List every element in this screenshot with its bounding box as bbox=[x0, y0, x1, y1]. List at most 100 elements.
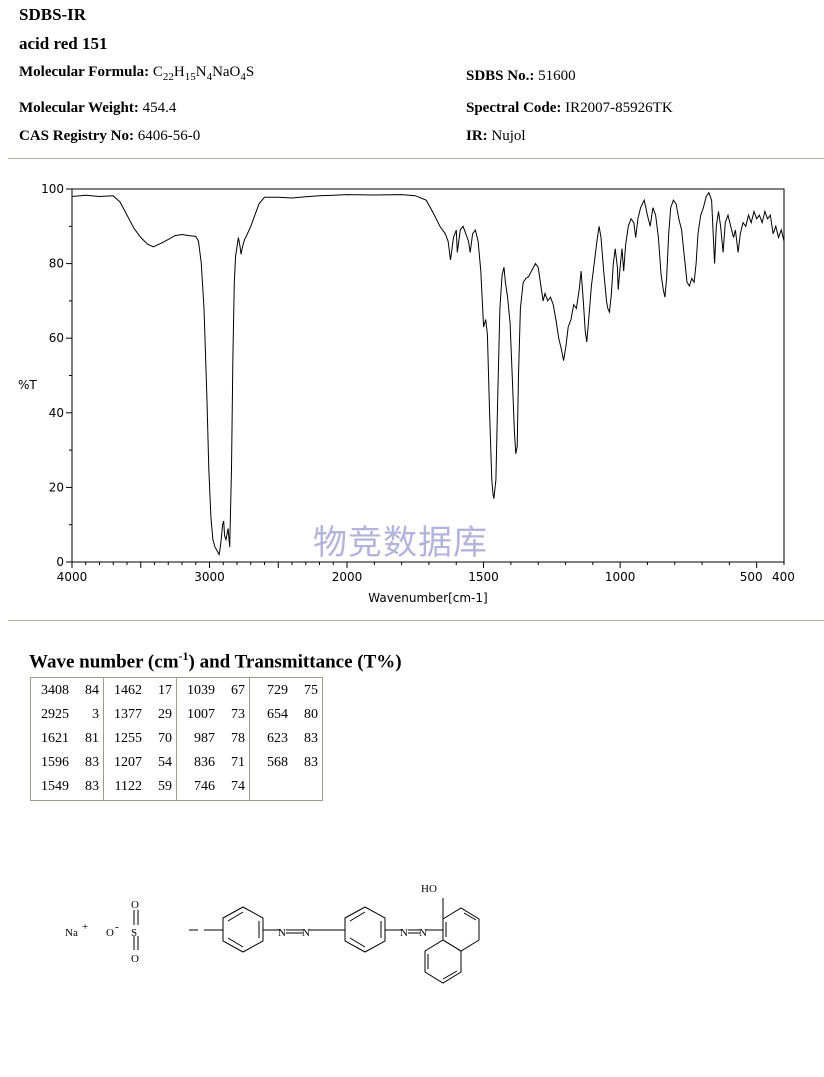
x-tick-label: 1000 bbox=[605, 570, 636, 584]
sodium-cation: Na bbox=[65, 927, 78, 939]
peak-transmittance: 83 bbox=[304, 731, 318, 746]
peak-transmittance: 67 bbox=[231, 683, 245, 698]
peak-column: 3408 84 2925 3 1621 81 1596 83 1549 83 bbox=[30, 677, 104, 801]
peak-wavenumber: 1207 bbox=[114, 755, 142, 770]
cas-label: CAS Registry No: bbox=[19, 128, 134, 144]
peak-transmittance: 29 bbox=[158, 707, 172, 722]
hydroxyl-group: HO bbox=[421, 883, 437, 895]
peak-column: 1039 67 1007 73 987 78 836 71 746 74 bbox=[176, 677, 250, 801]
y-tick-label: 60 bbox=[49, 331, 64, 345]
ir-label: IR: bbox=[466, 128, 488, 144]
peak-transmittance: 83 bbox=[85, 755, 99, 770]
ir-method: IR: Nujol bbox=[466, 128, 526, 145]
plot-frame bbox=[71, 188, 785, 563]
peak-wavenumber: 1255 bbox=[114, 731, 142, 746]
peak-entry: 729 75 bbox=[254, 679, 318, 703]
sdbs-value: 51600 bbox=[538, 68, 576, 84]
peak-transmittance: 80 bbox=[304, 707, 318, 722]
compound-name: acid red 151 bbox=[19, 34, 108, 53]
x-axis-label: Wavenumber[cm-1] bbox=[368, 591, 487, 605]
mw-label: Molecular Weight: bbox=[19, 100, 139, 116]
y-tick-label: 80 bbox=[49, 257, 64, 271]
peak-wavenumber: 1596 bbox=[41, 755, 69, 770]
peak-wavenumber: 1621 bbox=[41, 731, 69, 746]
spectral-label: Spectral Code: bbox=[466, 100, 562, 116]
peak-wavenumber: 1122 bbox=[114, 779, 142, 794]
x-tick-label: 400 bbox=[772, 570, 795, 584]
y-axis-label: %T bbox=[18, 378, 37, 392]
peak-transmittance: 81 bbox=[85, 731, 99, 746]
anion-charge: - bbox=[115, 921, 119, 933]
peak-wavenumber: 987 bbox=[194, 731, 215, 746]
sulfur-atom: S bbox=[131, 927, 137, 939]
peak-transmittance: 78 bbox=[231, 731, 245, 746]
formula-value: C22H15N4NaO4S bbox=[152, 64, 255, 83]
peak-table-title: Wave number (cm-1) and Transmittance (T%… bbox=[29, 649, 402, 673]
peak-transmittance: 74 bbox=[231, 779, 245, 794]
spectral-code: Spectral Code: IR2007-85926TK bbox=[466, 100, 673, 117]
peak-wavenumber: 746 bbox=[194, 779, 215, 794]
peak-entry: 836 71 bbox=[181, 751, 245, 775]
header-divider bbox=[8, 158, 824, 159]
peak-transmittance: 83 bbox=[304, 755, 318, 770]
source-title: SDBS-IR bbox=[19, 5, 87, 24]
peak-transmittance: 70 bbox=[158, 731, 172, 746]
azo-nitrogen-2b: N bbox=[419, 927, 427, 939]
x-tick-label: 500 bbox=[740, 570, 763, 584]
x-tick-label: 1500 bbox=[468, 570, 499, 584]
peak-entry: 568 83 bbox=[254, 751, 318, 775]
peak-entry: 654 80 bbox=[254, 703, 318, 727]
peak-wavenumber: 2925 bbox=[41, 707, 69, 722]
chemical-structure: Na + O - S O O N N N N HO bbox=[65, 883, 480, 984]
mw-value: 454.4 bbox=[142, 100, 177, 116]
x-tick-label: 3000 bbox=[194, 570, 225, 584]
peak-entry: 1007 73 bbox=[181, 703, 245, 727]
peak-entry: 1549 83 bbox=[35, 775, 99, 799]
peak-entry: 1377 29 bbox=[108, 703, 172, 727]
peak-entry: 1122 59 bbox=[108, 775, 172, 799]
peak-transmittance: 59 bbox=[158, 779, 172, 794]
cation-charge: + bbox=[82, 921, 88, 933]
naphthalene-ring-a bbox=[442, 907, 480, 952]
cas-registry: CAS Registry No: 6406-56-0 bbox=[19, 128, 200, 145]
formula-label: Molecular Formula: bbox=[19, 64, 150, 80]
peak-entry: 623 83 bbox=[254, 727, 318, 751]
sulfonyl-oxygen-top: O bbox=[131, 899, 139, 911]
spectral-value: IR2007-85926TK bbox=[565, 100, 673, 116]
azo-nitrogen-2a: N bbox=[400, 927, 408, 939]
peak-wavenumber: 1462 bbox=[114, 683, 142, 698]
peak-wavenumber: 1039 bbox=[187, 683, 215, 698]
peak-table: 3408 84 2925 3 1621 81 1596 83 1549 83 1462 17 1377 2… bbox=[30, 677, 323, 801]
peak-entry: 2925 3 bbox=[35, 703, 99, 727]
y-tick-label: 0 bbox=[56, 555, 64, 569]
naphthalene-ring-b bbox=[424, 939, 462, 984]
molecular-formula: Molecular Formula: C22H15N4NaO4S bbox=[19, 64, 255, 83]
peak-transmittance: 71 bbox=[231, 755, 245, 770]
peak-entry: 1596 83 bbox=[35, 751, 99, 775]
azo-nitrogen-1b: N bbox=[302, 927, 310, 939]
peak-entry: 987 78 bbox=[181, 727, 245, 751]
peak-entry: 1462 17 bbox=[108, 679, 172, 703]
peak-wavenumber: 729 bbox=[267, 683, 288, 698]
benzene-ring-1 bbox=[222, 906, 264, 953]
peak-entry: 3408 84 bbox=[35, 679, 99, 703]
peak-wavenumber: 1377 bbox=[114, 707, 142, 722]
peak-transmittance: 84 bbox=[85, 683, 99, 698]
y-tick-label: 100 bbox=[41, 182, 64, 196]
peak-wavenumber: 654 bbox=[267, 707, 288, 722]
peak-entry: 1039 67 bbox=[181, 679, 245, 703]
peak-entry: 1621 81 bbox=[35, 727, 99, 751]
peak-wavenumber: 623 bbox=[267, 731, 288, 746]
peak-transmittance: 3 bbox=[92, 707, 99, 722]
x-tick-label: 4000 bbox=[57, 570, 88, 584]
peak-transmittance: 75 bbox=[304, 683, 318, 698]
peak-entry: 1255 70 bbox=[108, 727, 172, 751]
peak-wavenumber: 1549 bbox=[41, 779, 69, 794]
peak-transmittance: 17 bbox=[158, 683, 172, 698]
peak-wavenumber: 1007 bbox=[187, 707, 215, 722]
peak-entry: 1207 54 bbox=[108, 751, 172, 775]
sdbs-number: SDBS No.: 51600 bbox=[466, 68, 576, 85]
peak-transmittance: 73 bbox=[231, 707, 245, 722]
sulfonyl-oxygen-bottom: O bbox=[131, 953, 139, 965]
